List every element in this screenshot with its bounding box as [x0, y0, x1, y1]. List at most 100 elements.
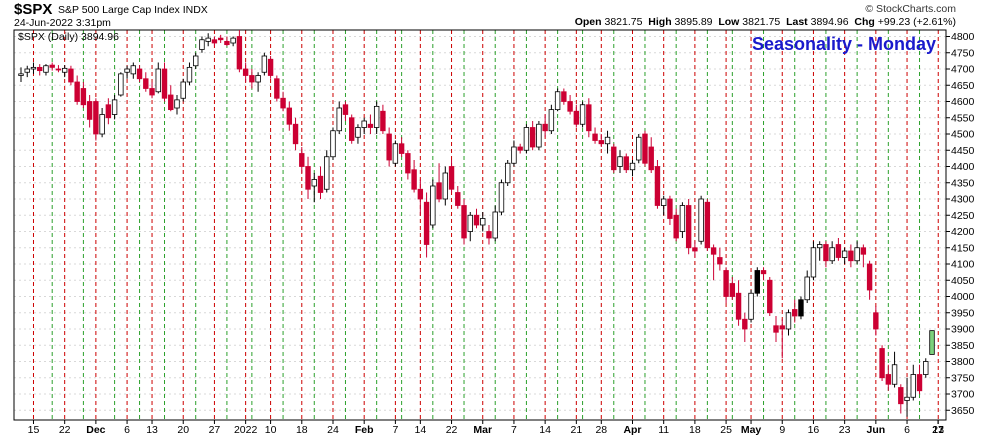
symbol-label: $SPX: [14, 1, 53, 18]
candle-body: [30, 66, 37, 70]
candle-body: [760, 270, 767, 275]
candle-body: [692, 247, 698, 252]
candle-body: [193, 55, 199, 67]
y-tick-label: 3800: [951, 356, 975, 368]
candle-body: [648, 146, 654, 171]
candle-body: [267, 58, 274, 76]
candle-body: [673, 214, 679, 239]
candle-body: [430, 185, 436, 226]
open-value: 3821.75: [604, 16, 643, 28]
candle-body: [373, 105, 380, 128]
x-tick-label: 10: [265, 424, 277, 436]
candle-body: [835, 244, 842, 258]
seasonality-annotation: Seasonality - Monday: [752, 34, 936, 54]
candle-body: [579, 104, 586, 125]
candle-body: [810, 247, 817, 278]
candle-body: [748, 292, 754, 320]
y-tick-label: 4250: [951, 210, 975, 222]
candle-body: [785, 312, 792, 330]
y-tick-label: 3850: [951, 340, 975, 352]
candle-body: [873, 312, 879, 330]
candle-body: [679, 205, 686, 232]
chg-value: +99.23 (+2.61%): [877, 16, 956, 28]
x-tick-label: May: [741, 424, 762, 436]
candle-body: [480, 218, 486, 226]
x-tick-label: 22: [446, 424, 458, 436]
plot-frame: [13, 29, 947, 421]
candle-body: [61, 67, 68, 73]
candle-body: [224, 40, 230, 46]
chg-label: Chg: [854, 16, 875, 28]
candle-body: [448, 166, 455, 190]
x-tick-label: 11: [658, 424, 669, 436]
x-tick-label: 2022: [234, 424, 258, 436]
candle-body: [629, 162, 636, 171]
candle-body: [473, 214, 480, 226]
candle-body: [467, 214, 473, 232]
candle-body: [80, 88, 87, 106]
low-value: 3821.75: [742, 16, 781, 28]
candle-body: [299, 153, 305, 167]
candle-body: [767, 279, 773, 314]
candle-body: [586, 104, 592, 132]
candle-body: [93, 101, 99, 135]
candle-body: [255, 75, 261, 83]
candle-body: [854, 247, 860, 262]
y-tick-label: 4150: [951, 242, 975, 254]
y-tick-label: 3700: [951, 389, 975, 401]
candle-body: [654, 166, 661, 206]
candle-body: [492, 211, 498, 239]
candle-body: [604, 136, 611, 145]
candle-body: [561, 91, 567, 102]
candle-body: [199, 39, 205, 50]
candle-body: [841, 250, 848, 258]
candle-body: [342, 104, 349, 115]
x-tick-label: 6: [904, 424, 910, 436]
last-label: Last: [786, 16, 808, 28]
x-tick-label: 7: [392, 424, 398, 436]
x-tick-label: 20: [177, 424, 189, 436]
candle-body: [367, 123, 374, 128]
candle-body: [455, 192, 461, 206]
candle-body: [792, 309, 798, 317]
candle-body: [710, 247, 717, 255]
x-tick-label: 18: [296, 424, 308, 436]
candle-body: [611, 146, 617, 171]
x-tick-label: 23: [839, 424, 851, 436]
candle-body: [398, 143, 405, 154]
last-value: 3894.96: [810, 16, 849, 28]
y-tick-label: 4000: [951, 291, 975, 303]
candle-body: [130, 65, 137, 75]
x-tick-label: 6: [124, 424, 130, 436]
candle-body: [742, 318, 748, 330]
y-tick-label: 3950: [951, 307, 975, 319]
candle-body: [704, 201, 711, 249]
candle-body: [261, 55, 268, 73]
y-tick-label: 4500: [951, 129, 975, 141]
candle-body: [816, 244, 823, 249]
candle-body: [411, 169, 417, 190]
candle-body: [236, 36, 243, 70]
high-value: 3895.89: [674, 16, 713, 28]
y-tick-label: 3750: [951, 372, 975, 384]
y-tick-label: 4800: [951, 31, 975, 43]
candle-body: [436, 182, 442, 200]
candle-body: [155, 68, 161, 93]
candle-body: [305, 166, 311, 190]
x-tick-label: 16: [808, 424, 820, 436]
x-tick-label: Jun: [867, 424, 886, 436]
x-tick-label: Apr: [623, 424, 641, 436]
candle-body: [180, 81, 186, 99]
candle-body: [442, 172, 449, 200]
y-tick-label: 4200: [951, 226, 975, 238]
candle-body: [779, 325, 785, 330]
candle-body: [866, 263, 873, 291]
candle-body: [111, 99, 118, 115]
x-tick-label: 21: [932, 424, 944, 436]
candle-body: [217, 37, 224, 41]
candle-body: [879, 348, 885, 379]
candle-body: [143, 78, 149, 89]
x-tick-label: 27: [932, 424, 944, 436]
candle-body: [330, 130, 336, 158]
